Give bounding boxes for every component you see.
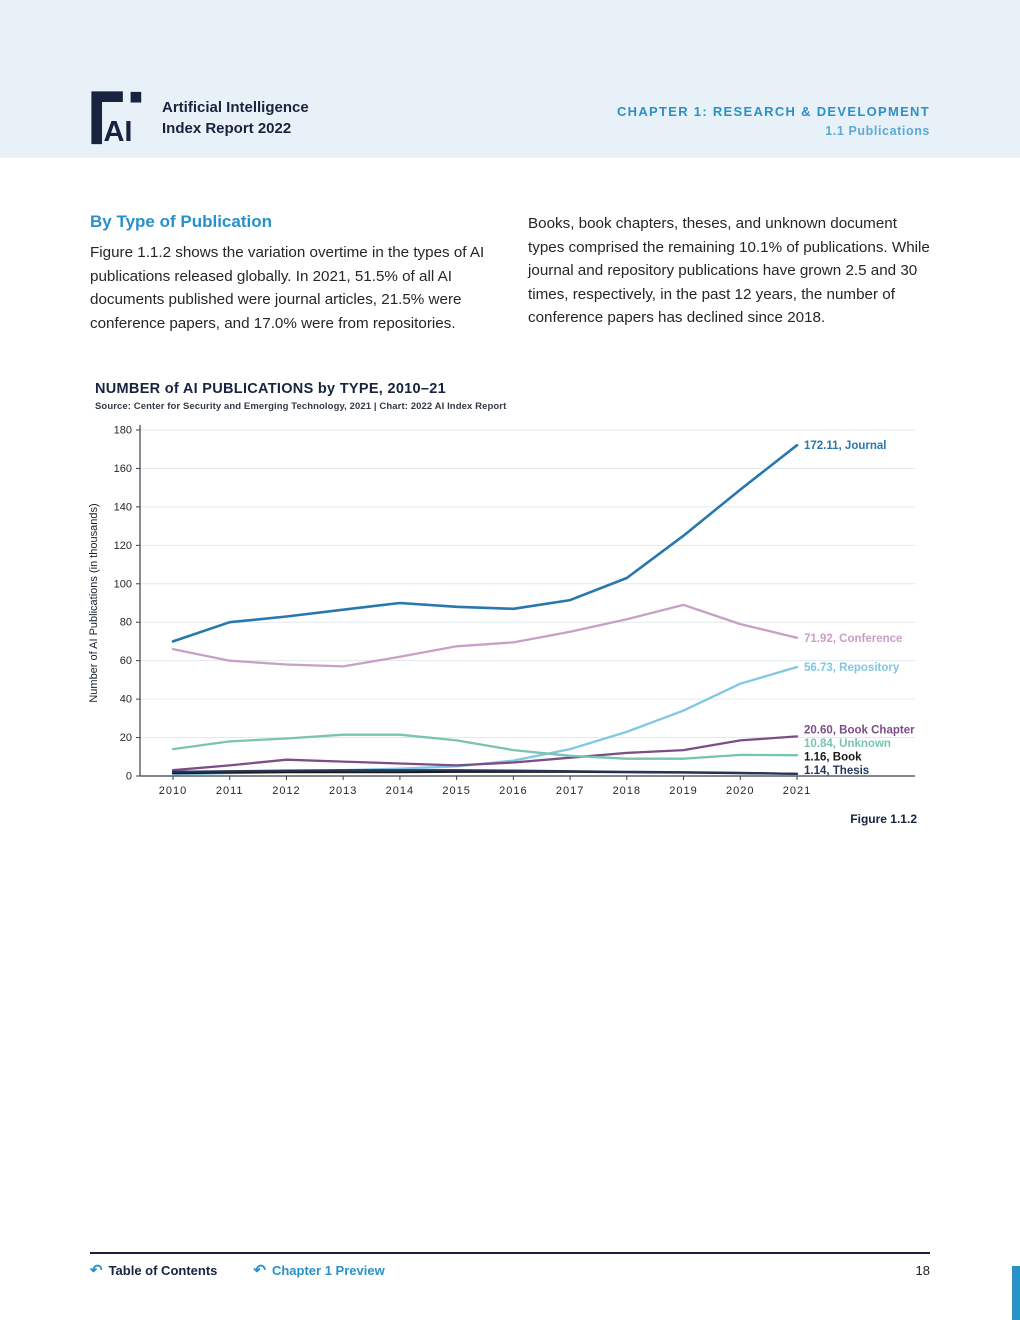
series-line-book-chapter [171, 735, 799, 772]
brand-block: AI Artificial Intelligence Index Report … [88, 88, 309, 148]
x-tick-label: 2017 [556, 785, 584, 797]
chapter-block: CHAPTER 1: RESEARCH & DEVELOPMENT 1.1 Pu… [617, 104, 930, 148]
x-tick-label: 2020 [726, 785, 754, 797]
return-arrow-icon: ↶ [90, 1262, 103, 1279]
y-tick-label: 60 [120, 655, 132, 667]
logo-text: AI [103, 116, 132, 148]
page-footer: ↶ Table of Contents ↶ Chapter 1 Preview … [90, 1252, 930, 1278]
y-tick-label: 180 [114, 425, 132, 437]
ai-index-logo-icon: AI [91, 91, 142, 148]
y-axis-title: Number of AI Publications (in thousands) [88, 504, 100, 703]
chapter-preview-link[interactable]: ↶ Chapter 1 Preview [253, 1263, 384, 1278]
x-tick-label: 2011 [216, 785, 244, 797]
table-of-contents-link[interactable]: ↶ Table of Contents [90, 1263, 217, 1278]
preview-label: Chapter 1 Preview [271, 1263, 385, 1278]
series-line-thesis [171, 769, 799, 776]
y-tick-label: 120 [114, 540, 132, 552]
x-tick-label: 2021 [783, 785, 811, 797]
x-tick-label: 2015 [442, 785, 470, 797]
return-arrow-icon: ↶ [253, 1262, 266, 1279]
page-header: AI Artificial Intelligence Index Report … [0, 0, 1020, 158]
x-tick-label: 2016 [499, 785, 527, 797]
x-tick-label: 2012 [272, 785, 300, 797]
x-tick-label: 2014 [386, 785, 414, 797]
left-paragraph: Figure 1.1.2 shows the variation overtim… [90, 244, 485, 332]
right-paragraph: Books, book chapters, theses, and unknow… [528, 215, 930, 327]
page-number: 18 [915, 1263, 930, 1278]
y-tick-label: 20 [120, 732, 132, 744]
series-line-journal [171, 444, 799, 643]
intro-columns: By Type of Publication Figure 1.1.2 show… [0, 212, 1020, 335]
series-end-label-thesis: 1.14, Thesis [804, 765, 869, 777]
report-title: Artificial Intelligence Index Report 202… [162, 97, 309, 139]
series-end-label-book-chapter: 20.60, Book Chapter [804, 725, 915, 737]
series-end-label-book: 1.16, Book [804, 752, 862, 764]
series-end-label-journal: 172.11, Journal [804, 440, 886, 452]
x-tick-label: 2010 [159, 785, 187, 797]
chart-source: Source: Center for Security and Emerging… [95, 401, 507, 413]
x-tick-label: 2013 [329, 785, 357, 797]
toc-label: Table of Contents [108, 1263, 218, 1278]
series-line-unknown [171, 733, 799, 761]
y-tick-label: 80 [120, 617, 132, 629]
line-chart: 0 20 40 60 80 100 120 140 160 180 2010 2011 2012 2013… [88, 425, 915, 798]
report-title-line2: Index Report 2022 [162, 120, 292, 137]
left-column: By Type of Publication Figure 1.1.2 show… [90, 212, 492, 335]
y-tick-label: 0 [126, 771, 132, 783]
section-title: By Type of Publication [90, 212, 272, 231]
chart-title: NUMBER of AI PUBLICATIONS by TYPE, 2010–… [95, 381, 446, 398]
series-end-label-unknown: 10.84, Unknown [804, 738, 891, 750]
edge-accent-stripe [1012, 1266, 1020, 1320]
x-tick-label: 2019 [669, 785, 697, 797]
y-tick-label: 140 [114, 502, 132, 514]
x-tick-label: 2018 [613, 785, 641, 797]
series-end-label-conference: 71.92, Conference [804, 633, 902, 645]
y-tick-label: 40 [120, 694, 132, 706]
right-column: Books, book chapters, theses, and unknow… [528, 212, 930, 335]
figure-caption: Figure 1.1.2 [850, 812, 917, 827]
y-tick-label: 160 [114, 463, 132, 475]
report-title-line1: Artificial Intelligence [162, 99, 309, 116]
series-end-label-repository: 56.73, Repository [804, 662, 900, 674]
chart-section: NUMBER of AI PUBLICATIONS by TYPE, 2010–… [85, 381, 935, 826]
chapter-heading: CHAPTER 1: RESEARCH & DEVELOPMENT [616, 104, 930, 119]
series-line-conference [171, 603, 799, 668]
section-heading: 1.1 Publications [825, 124, 930, 138]
y-tick-label: 100 [114, 579, 132, 591]
